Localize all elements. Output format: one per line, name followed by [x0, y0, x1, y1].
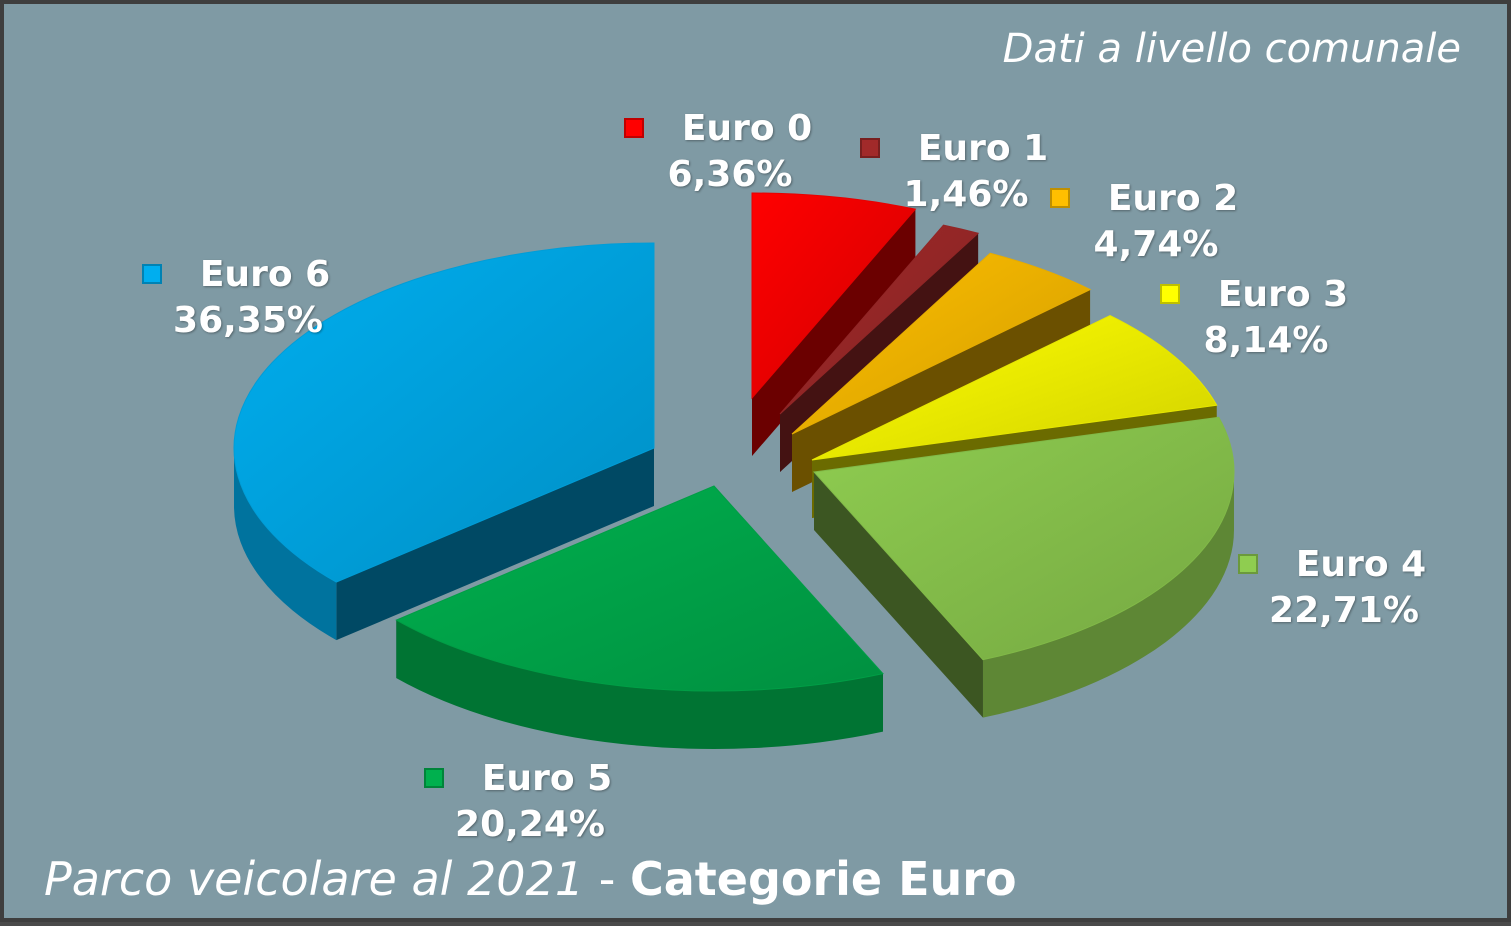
slice-percent-4: 22,71% [1269, 590, 1419, 631]
slice-label-2: Euro 2 4,74% [1036, 176, 1276, 268]
slice-name-4: Euro 4 [1295, 544, 1427, 585]
pie-slice-rim-6-0 [234, 448, 337, 641]
slice-label-row: Euro 4 [1224, 542, 1464, 588]
slice-percent-1: 1,46% [903, 174, 1029, 215]
slice-name-2: Euro 2 [1107, 178, 1239, 219]
slice-name-1: Euro 1 [917, 128, 1049, 169]
slice-label-3: Euro 3 8,14% [1146, 272, 1386, 364]
slice-label-1: Euro 1 1,46% [846, 126, 1086, 218]
legend-swatch-5 [424, 768, 444, 788]
pie-slice-5 [395, 485, 884, 750]
slice-label-6: Euro 6 36,35% [128, 252, 368, 344]
legend-swatch-6 [142, 264, 162, 284]
slice-percent-3: 8,14% [1203, 320, 1329, 361]
slice-label-0: Euro 0 6,36% [610, 106, 850, 198]
pie-slice-rim-5-0 [396, 620, 883, 750]
chart-title-main: Categorie Euro [629, 852, 1017, 906]
legend-swatch-2 [1050, 188, 1070, 208]
legend-swatch-4 [1238, 554, 1258, 574]
chart-title: Parco veicolare al 2021 - Categorie Euro [44, 852, 1017, 906]
slice-percent-5: 20,24% [455, 804, 605, 845]
pie-slice-wall-4-1 [814, 472, 983, 718]
slice-percent-0: 6,36% [667, 154, 793, 195]
slice-percent-6: 36,35% [173, 300, 323, 341]
slice-label-row: Euro 6 [128, 252, 368, 298]
pie-slice-6 [233, 242, 655, 641]
slice-name-6: Euro 6 [199, 254, 331, 295]
legend-swatch-3 [1160, 284, 1180, 304]
slice-label-row: Euro 5 [410, 756, 650, 802]
slice-label-row: Euro 1 [846, 126, 1086, 172]
slice-label-row: Euro 3 [1146, 272, 1386, 318]
slice-label-row: Euro 2 [1036, 176, 1276, 222]
pie-slice-top-5 [395, 485, 884, 692]
slice-name-0: Euro 0 [681, 108, 813, 149]
slice-label-5: Euro 5 20,24% [410, 756, 650, 848]
legend-swatch-1 [860, 138, 880, 158]
pie-slice-rim-4-0 [982, 472, 1234, 718]
slice-percent-2: 4,74% [1093, 224, 1219, 265]
legend-swatch-0 [624, 118, 644, 138]
pie-slice-top-6 [233, 242, 655, 583]
pie-slice-top-2 [791, 252, 1092, 435]
chart-title-separator: - [584, 852, 630, 906]
pie-slice-wall-0-1 [752, 209, 916, 456]
slice-label-4: Euro 4 22,71% [1224, 542, 1464, 634]
pie-slice-top-4 [812, 416, 1235, 661]
pie-slice-top-0 [751, 192, 917, 400]
pie-slice-4 [812, 416, 1235, 718]
slice-name-3: Euro 3 [1217, 274, 1349, 315]
chart-subtitle: Dati a livello comunale [1002, 26, 1461, 72]
chart-title-prefix: Parco veicolare al 2021 [44, 852, 585, 906]
pie-slice-top-1 [779, 224, 980, 415]
pie-slice-0 [751, 192, 917, 456]
pie-slice-wall-6-0 [336, 448, 654, 641]
slice-label-row: Euro 0 [610, 106, 850, 152]
slice-name-5: Euro 5 [481, 758, 613, 799]
pie-chart [233, 192, 1235, 750]
pie-slice-top-3 [811, 315, 1218, 461]
